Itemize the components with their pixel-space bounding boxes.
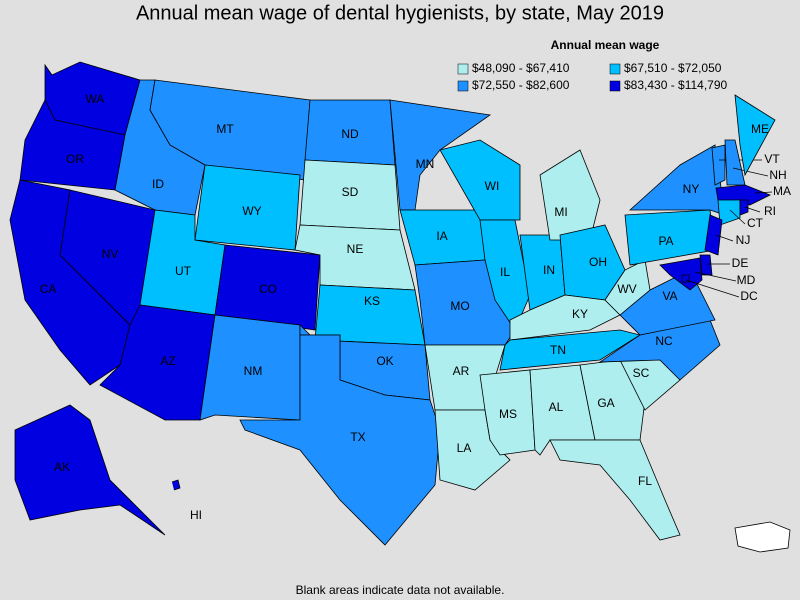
state-label: NH <box>769 168 786 182</box>
footnote: Blank areas indicate data not available. <box>296 583 505 597</box>
state-label: ND <box>341 127 359 141</box>
state-label: VT <box>764 152 780 166</box>
leader-line <box>732 167 769 177</box>
legend-swatch <box>457 80 469 92</box>
legend-swatch <box>609 80 621 92</box>
state-label: IL <box>500 265 510 279</box>
state <box>214 244 321 331</box>
state-label: AK <box>54 460 70 474</box>
state-label: MO <box>450 299 469 313</box>
state-label: IA <box>436 229 447 243</box>
leader-line <box>744 206 761 213</box>
state-label: SC <box>633 366 650 380</box>
state-label: MS <box>499 407 517 421</box>
state <box>628 144 726 216</box>
state-label: MI <box>554 205 567 219</box>
state-label: NE <box>347 242 364 256</box>
state <box>739 199 749 216</box>
legend-swatch <box>609 63 621 75</box>
state <box>14 404 166 536</box>
state <box>549 439 681 541</box>
state-label: NM <box>244 364 263 378</box>
map-title: Annual mean wage of dental hygienists, b… <box>136 2 664 24</box>
state-label: CO <box>259 282 277 296</box>
state-label: MN <box>416 157 435 171</box>
state <box>239 334 441 546</box>
leader-line <box>694 271 737 282</box>
state-label: ME <box>751 122 769 136</box>
puerto-rico <box>734 521 791 553</box>
legend-label: $48,090 - $67,410 <box>472 61 570 75</box>
state-label: MT <box>216 122 234 136</box>
leader-line <box>685 279 740 298</box>
state-label: PA <box>658 234 673 248</box>
state-label: DC <box>740 289 758 303</box>
state-label: NJ <box>736 233 751 247</box>
legend-swatch <box>457 63 469 75</box>
leader-line <box>729 209 746 225</box>
legend-label: $72,550 - $82,600 <box>472 78 570 92</box>
state-label: UT <box>175 264 192 278</box>
state <box>717 199 741 226</box>
state-label: TX <box>350 430 365 444</box>
state-label: FL <box>638 474 652 488</box>
state-label: DE <box>732 256 749 270</box>
state-label: OR <box>66 152 84 166</box>
state-label: AL <box>549 400 564 414</box>
state <box>604 259 651 316</box>
state-label: NV <box>102 247 119 261</box>
state-label: NY <box>683 182 700 196</box>
legend-label: $83,430 - $114,790 <box>624 78 728 92</box>
state-label: RI <box>764 204 776 218</box>
state <box>539 149 601 241</box>
state-label: KS <box>364 294 380 308</box>
state-label: AR <box>453 364 470 378</box>
state-label: AZ <box>160 354 175 368</box>
state-label: NC <box>655 334 673 348</box>
state-label: CT <box>747 216 764 230</box>
state-label: OK <box>376 354 393 368</box>
state-label: MA <box>773 184 791 198</box>
state <box>439 139 521 221</box>
state <box>699 254 713 276</box>
state-label: MD <box>737 273 756 287</box>
state-label: WA <box>86 92 105 106</box>
state-label: OH <box>589 255 607 269</box>
state-label: VA <box>662 289 677 303</box>
state <box>704 214 723 256</box>
state-label: IN <box>543 263 555 277</box>
state-label: GA <box>597 396 614 410</box>
leader-line <box>754 191 773 194</box>
state <box>171 479 181 491</box>
state-label: WV <box>617 282 636 296</box>
state-label: HI <box>190 508 202 522</box>
state-label: TN <box>550 343 566 357</box>
state-label: CA <box>40 282 57 296</box>
state <box>711 144 726 186</box>
state <box>199 314 301 421</box>
state-label: WI <box>485 179 500 193</box>
state <box>734 94 776 177</box>
leader-line <box>715 234 734 242</box>
state-label: LA <box>457 441 472 455</box>
state-label: KY <box>572 307 588 321</box>
state-label: WY <box>242 204 261 218</box>
state-label: ID <box>152 177 164 191</box>
state-label: SD <box>342 185 359 199</box>
legend-title: Annual mean wage <box>551 38 660 52</box>
legend-label: $67,510 - $72,050 <box>624 61 722 75</box>
